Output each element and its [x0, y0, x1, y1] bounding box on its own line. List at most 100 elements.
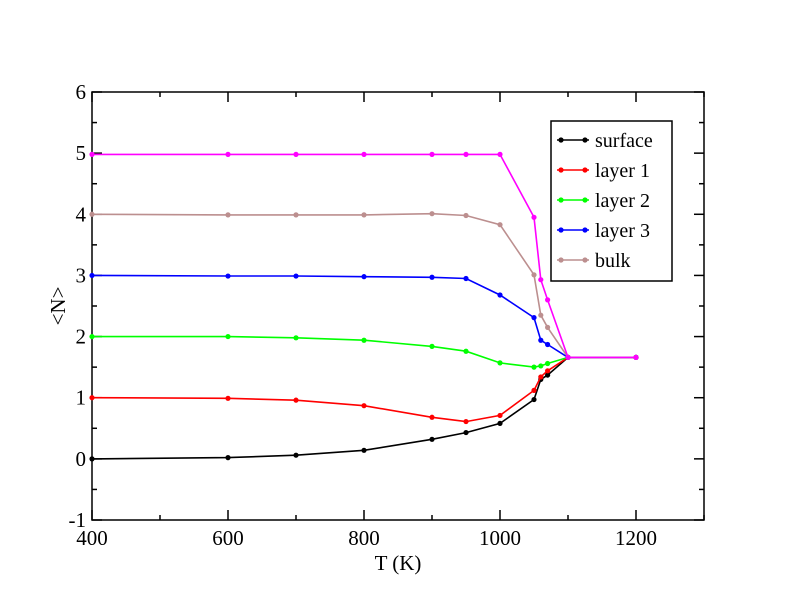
- data-point: [545, 368, 551, 374]
- data-point: [361, 151, 367, 157]
- data-point: [361, 403, 367, 409]
- data-point: [538, 374, 544, 380]
- data-point: [538, 363, 544, 369]
- legend-swatch-marker: [558, 197, 564, 203]
- data-point: [361, 274, 367, 280]
- legend-swatch-marker: [582, 227, 588, 233]
- y-tick-label: -1: [69, 508, 87, 532]
- data-point: [497, 412, 503, 419]
- y-tick-label: 1: [76, 386, 87, 410]
- data-point: [545, 297, 551, 303]
- y-tick-label: 6: [76, 80, 87, 104]
- series-line: [91, 212, 636, 359]
- data-point: [497, 151, 503, 157]
- y-tick-label: 0: [76, 447, 87, 471]
- x-tick-label: 600: [212, 526, 244, 550]
- legend-swatch-marker: [558, 137, 564, 143]
- data-point: [531, 214, 537, 220]
- data-point: [429, 274, 435, 280]
- data-point: [463, 418, 469, 425]
- legend-item-bulk: bulk: [557, 250, 631, 272]
- data-point: [463, 151, 469, 157]
- data-point: [531, 315, 537, 321]
- data-point: [429, 414, 435, 420]
- x-tick-label: 1200: [615, 526, 657, 550]
- data-point: [531, 364, 537, 370]
- x-axis-title: T (K): [375, 551, 422, 575]
- data-point: [225, 395, 231, 401]
- legend-box: [550, 120, 673, 282]
- legend-swatch-marker: [582, 167, 588, 173]
- data-point: [463, 212, 469, 219]
- data-point: [531, 396, 537, 403]
- data-point: [293, 273, 299, 279]
- data-point: [225, 273, 231, 279]
- series-surface: [89, 354, 639, 462]
- data-point: [538, 337, 544, 343]
- data-point: [89, 333, 95, 340]
- data-point: [293, 151, 299, 157]
- data-point: [633, 354, 639, 360]
- legend-item-layer-1: layer 1: [557, 160, 650, 182]
- axes: 400 600 800 1000 1200 -1 0 1 2 3 4 5 6: [69, 80, 705, 550]
- y-tick-label: 4: [76, 202, 87, 226]
- data-point: [497, 222, 503, 228]
- data-point: [361, 212, 367, 218]
- data-point: [293, 397, 299, 403]
- data-point: [225, 333, 231, 340]
- legend-swatch-marker: [582, 257, 588, 263]
- series-layer-1: [89, 354, 639, 425]
- y-tick-label: 2: [76, 325, 87, 349]
- data-point: [497, 420, 503, 426]
- data-point: [89, 272, 95, 279]
- y-tick-label: 3: [76, 263, 87, 287]
- data-point: [89, 456, 95, 462]
- legend-swatch-marker: [558, 167, 564, 173]
- plot-series: [89, 151, 639, 462]
- series-line: [91, 356, 636, 460]
- data-point: [429, 436, 435, 442]
- data-point: [89, 395, 95, 401]
- series-layer-3: [89, 272, 639, 360]
- legend-item-layer-2: layer 2: [557, 190, 650, 212]
- data-point: [538, 312, 544, 318]
- data-point: [89, 151, 95, 157]
- data-point: [538, 277, 544, 283]
- data-point: [531, 387, 537, 393]
- series-unlabeled: [89, 151, 639, 360]
- data-point: [463, 348, 469, 354]
- data-point: [463, 429, 469, 436]
- data-point: [429, 151, 435, 157]
- data-point: [531, 272, 537, 278]
- legend-item-layer-3: layer 3: [557, 220, 650, 242]
- data-point: [545, 324, 551, 330]
- x-tick-label: 1000: [479, 526, 521, 550]
- legend-label: layer 3: [595, 220, 650, 242]
- series-line: [92, 335, 636, 368]
- data-point: [293, 452, 299, 458]
- data-point: [429, 343, 435, 349]
- series-line: [91, 356, 636, 423]
- data-point: [293, 335, 299, 341]
- legend: surface layer 1 layer 2 layer 3 bulk: [550, 120, 673, 282]
- y-axis-title: <N>: [46, 287, 70, 326]
- legend-swatch-marker: [558, 257, 564, 263]
- legend-item-surface: surface: [557, 130, 653, 152]
- data-point: [545, 341, 551, 348]
- data-point: [225, 151, 231, 157]
- data-point: [361, 447, 367, 453]
- data-point: [225, 455, 231, 461]
- data-point: [565, 354, 571, 360]
- legend-swatch-marker: [582, 197, 588, 203]
- y-tick-label: 5: [76, 141, 87, 165]
- legend-label: surface: [595, 130, 653, 152]
- data-point: [361, 337, 367, 343]
- data-point: [463, 275, 469, 282]
- data-point: [89, 211, 95, 217]
- series-line: [92, 153, 636, 359]
- data-point: [293, 212, 299, 218]
- legend-label: layer 1: [595, 160, 650, 182]
- legend-swatch-marker: [558, 227, 564, 233]
- data-point: [225, 212, 231, 218]
- data-point: [497, 360, 503, 366]
